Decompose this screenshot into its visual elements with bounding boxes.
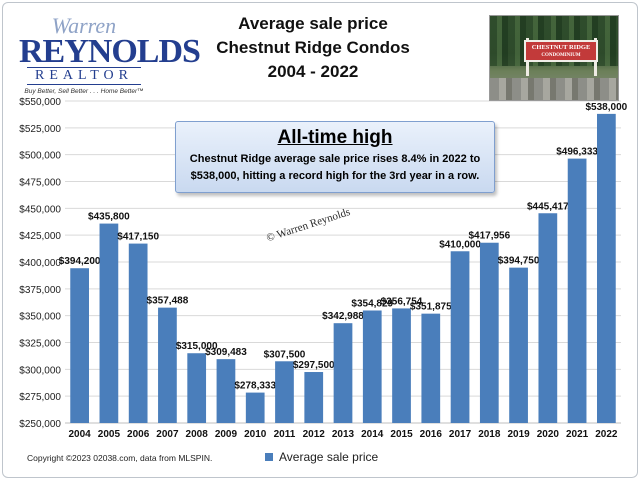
x-tick-label-2004: 2004 — [69, 429, 92, 440]
y-tick-label: $400,000 — [19, 258, 61, 269]
y-tick-label: $425,000 — [19, 231, 61, 242]
x-tick-label-2011: 2011 — [274, 429, 296, 440]
bar-2020 — [538, 213, 558, 423]
x-tick-label-2018: 2018 — [478, 429, 501, 440]
stone-wall — [490, 78, 618, 100]
callout-heading: All-time high — [277, 127, 393, 148]
bar-2013 — [333, 323, 353, 423]
condo-sign: CHESTNUT RIDGE CONDOMINIUM — [524, 40, 598, 62]
data-label-2013: $342,988 — [322, 311, 364, 322]
y-tick-label: $500,000 — [19, 151, 61, 162]
title-line-3: 2004 - 2022 — [267, 62, 359, 81]
data-label-2012: $297,500 — [293, 360, 335, 371]
bar-2017 — [450, 251, 470, 423]
logo-tagline: Buy Better, Sell Better . . . Home Bette… — [24, 88, 144, 95]
x-tick-label-2017: 2017 — [449, 429, 472, 440]
y-tick-label: $475,000 — [19, 178, 61, 189]
x-tick-label-2019: 2019 — [507, 429, 530, 440]
y-tick-label: $275,000 — [19, 392, 61, 403]
y-tick-label: $550,000 — [19, 97, 61, 108]
chart-legend: Average sale price — [265, 450, 378, 464]
bar-2009 — [216, 359, 236, 423]
x-tick-label-2021: 2021 — [566, 429, 589, 440]
data-label-2008: $315,000 — [176, 341, 218, 352]
x-tick-label-2006: 2006 — [127, 429, 150, 440]
y-tick-label: $325,000 — [19, 339, 61, 350]
condo-sign-photo: CHESTNUT RIDGE CONDOMINIUM — [489, 15, 619, 101]
realtor-logo: Warren REYNOLDS REALTOR Buy Better, Sell… — [19, 13, 201, 97]
bar-2022 — [597, 113, 616, 423]
data-label-2019: $394,750 — [498, 256, 540, 267]
bar-2006 — [128, 243, 148, 423]
bar-2007 — [158, 307, 177, 423]
y-tick-label: $375,000 — [19, 285, 61, 296]
bar-2005 — [99, 223, 119, 423]
bar-2011 — [275, 361, 294, 423]
all-time-high-callout: All-time high Chestnut Ridge average sal… — [175, 121, 495, 193]
x-tick-label-2010: 2010 — [244, 429, 267, 440]
data-label-2022: $538,000 — [586, 102, 628, 113]
bar-2014 — [362, 310, 382, 423]
data-label-2017: $410,000 — [439, 239, 481, 250]
callout-body-line-2: $538,000, hitting a record high for the … — [190, 170, 480, 182]
title-line-2: Chestnut Ridge Condos — [216, 38, 410, 57]
callout-body-line-1: Chestnut Ridge average sale price rises … — [189, 153, 481, 165]
logo-last-name: REYNOLDS — [19, 33, 201, 70]
data-label-2021: $496,333 — [556, 147, 598, 158]
bar-2016 — [421, 313, 441, 423]
x-tick-label-2015: 2015 — [390, 429, 413, 440]
title-line-1: Average sale price — [238, 14, 388, 33]
y-tick-label: $525,000 — [19, 124, 61, 135]
data-label-2020: $445,417 — [527, 201, 569, 212]
data-label-2018: $417,956 — [468, 231, 510, 242]
bar-2012 — [304, 372, 324, 423]
x-tick-label-2008: 2008 — [186, 429, 209, 440]
data-label-2016: $351,875 — [410, 302, 452, 313]
logo-realtor: REALTOR — [27, 67, 141, 85]
x-tick-label-2020: 2020 — [537, 429, 560, 440]
bar-2019 — [509, 267, 528, 423]
y-tick-label: $450,000 — [19, 204, 61, 215]
x-tick-label-2009: 2009 — [215, 429, 238, 440]
logo-first-name: Warren — [51, 13, 117, 38]
x-tick-label-2013: 2013 — [332, 429, 355, 440]
data-label-2006: $417,150 — [117, 232, 159, 243]
legend-swatch — [265, 453, 273, 461]
bar-2018 — [479, 242, 499, 423]
y-tick-label: $300,000 — [19, 365, 61, 376]
x-tick-label-2012: 2012 — [303, 429, 326, 440]
data-label-2004: $394,200 — [59, 256, 101, 267]
bar-2015 — [392, 308, 411, 423]
data-label-2011: $307,500 — [264, 349, 306, 360]
x-tick-label-2014: 2014 — [361, 429, 384, 440]
sign-text-2: CONDOMINIUM — [541, 53, 581, 58]
bar-2008 — [187, 353, 207, 423]
bar-2021 — [567, 158, 587, 423]
data-label-2007: $357,488 — [147, 296, 189, 307]
y-tick-label: $350,000 — [19, 312, 61, 323]
x-tick-label-2016: 2016 — [420, 429, 443, 440]
copyright-note: Copyright ©2023 02038.com, data from MLS… — [27, 453, 213, 463]
x-tick-label-2005: 2005 — [98, 429, 121, 440]
sign-text-1: CHESTNUT RIDGE — [531, 44, 591, 51]
bar-2004 — [70, 268, 89, 423]
data-label-2015: $356,754 — [381, 296, 423, 307]
legend-label: Average sale price — [279, 450, 379, 464]
data-label-2014: $354,829 — [351, 298, 393, 309]
x-tick-label-2007: 2007 — [156, 429, 179, 440]
data-label-2009: $309,483 — [205, 347, 247, 358]
data-label-2010: $278,333 — [234, 381, 276, 392]
y-tick-label: $250,000 — [19, 419, 61, 430]
bar-2010 — [245, 392, 265, 423]
data-label-2005: $435,800 — [88, 212, 130, 223]
x-tick-label-2022: 2022 — [595, 429, 618, 440]
